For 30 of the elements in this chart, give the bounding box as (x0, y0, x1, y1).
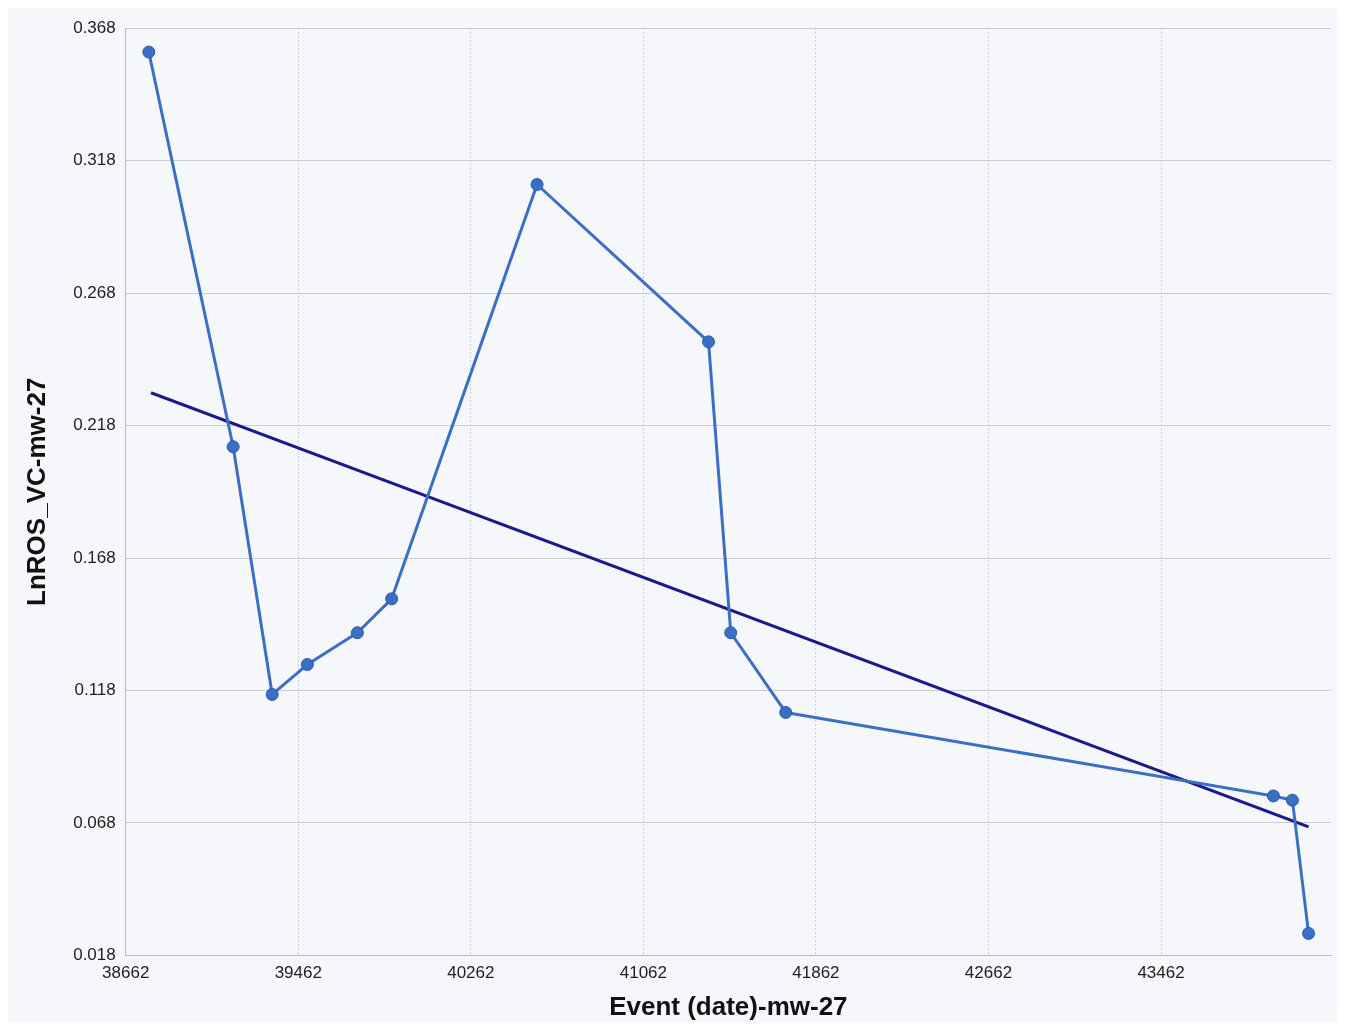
y-tick-label: 0.318 (73, 150, 116, 170)
x-axis-title: Event (date)-mw-27 (609, 990, 848, 1021)
y-tick-label: 0.018 (73, 945, 116, 965)
point (350, 626, 364, 640)
point (385, 592, 399, 606)
point (1302, 926, 1316, 940)
x-tick-label: 43462 (1137, 963, 1185, 983)
point (226, 440, 240, 454)
point (530, 178, 544, 191)
y-tick-label: 0.218 (73, 415, 116, 435)
y-tick-label: 0.118 (74, 680, 116, 700)
x-tick-label: 40262 (447, 963, 495, 983)
y-tick-label: 0.368 (73, 17, 116, 37)
x-tick-label: 38662 (102, 963, 150, 983)
x-tick-label: 42662 (964, 963, 1013, 983)
point (724, 626, 738, 640)
x-tick-label: 41062 (619, 963, 668, 983)
point (265, 687, 279, 701)
point (1285, 793, 1299, 807)
point (702, 335, 716, 349)
point (779, 705, 793, 719)
x-tick-label: 41862 (792, 963, 840, 983)
point (300, 658, 314, 672)
point (142, 45, 156, 59)
x-tick-label: 39462 (274, 963, 322, 983)
y-tick-label: 0.268 (73, 282, 116, 302)
point (1266, 789, 1280, 803)
y-tick-label: 0.168 (73, 547, 116, 567)
y-tick-label: 0.068 (73, 812, 116, 832)
y-axis-title: LnROS_VC-mw-27 (20, 377, 51, 606)
